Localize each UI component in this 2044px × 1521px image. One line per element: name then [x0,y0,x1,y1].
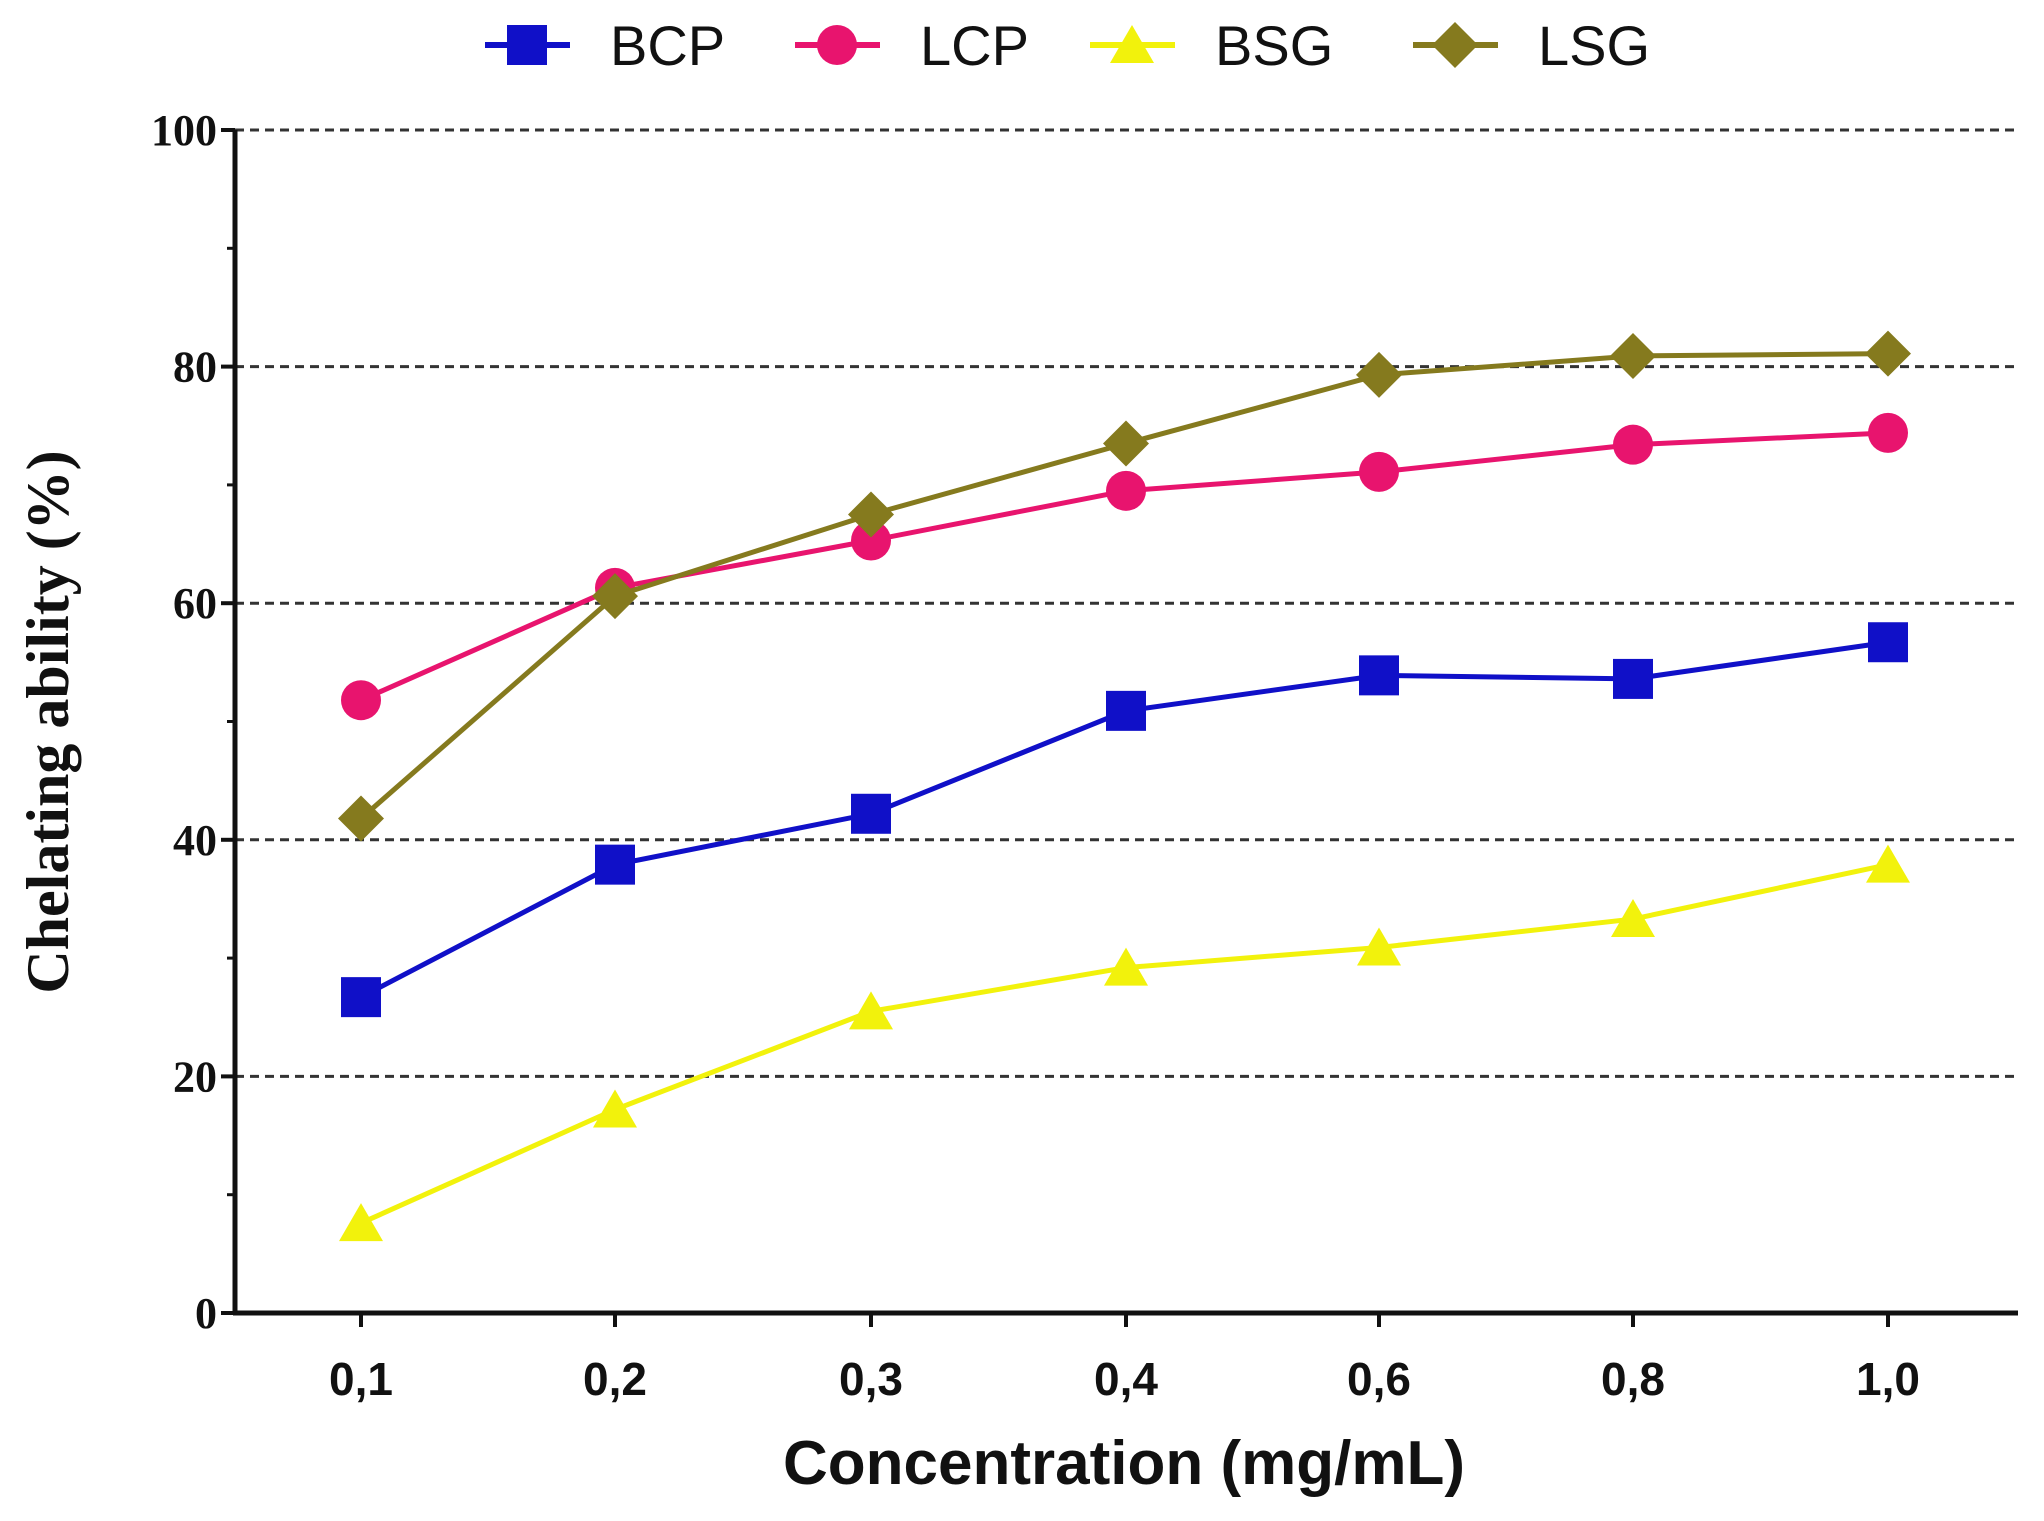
marker-triangle [1611,899,1655,938]
marker-triangle [1357,927,1401,966]
marker-triangle [1110,25,1154,63]
marker-triangle [1866,844,1910,883]
marker-diamond [338,795,384,842]
legend-label: LSG [1538,14,1650,77]
legend-label: BCP [610,14,725,77]
legend-item-lcp: LCP [795,14,1029,77]
series-bcp [341,622,1908,1018]
x-tick-label: 0,6 [1347,1353,1411,1405]
legend-item-bsg: BSG [1090,14,1333,77]
x-axis-label: Concentration (mg/mL) [783,1429,1465,1498]
axes: 0 20 40 60 80 100 0,1 0,2 0,3 0,4 0,6 0,8 1,0 [151,106,2018,1405]
legend-item-bcp: BCP [485,14,725,77]
marker-circle [1868,412,1908,453]
x-tick-label: 0,1 [329,1353,393,1405]
marker-triangle [849,991,893,1030]
y-tick-label: 40 [173,816,217,865]
marker-square [1613,658,1653,699]
legend-label: BSG [1215,14,1333,77]
marker-circle [1359,451,1399,492]
marker-triangle [339,1203,383,1242]
marker-triangle [593,1089,637,1128]
marker-diamond [848,491,894,538]
y-tick-label: 20 [173,1052,217,1101]
marker-square [851,793,891,834]
series-lsg [338,330,1911,842]
marker-diamond [1356,351,1402,398]
x-tick-label: 0,2 [583,1353,647,1405]
y-tick-label: 60 [173,579,217,628]
series-line [359,862,1889,1226]
marker-circle [851,520,891,561]
series-bsg [339,844,1910,1242]
marker-square [595,844,635,885]
marker-diamond [1865,330,1911,377]
x-tick-label: 0,8 [1601,1353,1665,1405]
y-tick-label: 100 [151,106,217,155]
marker-square [341,977,381,1018]
marker-square [507,25,547,65]
marker-circle [1613,424,1653,465]
legend: BCP LCP BSG LSG [485,14,1650,77]
y-axis-label: Chelating ability (%) [15,450,81,993]
legend-label: LCP [920,14,1029,77]
x-tick-label: 0,3 [839,1353,903,1405]
series-group [338,330,1911,1242]
y-tick-label: 0 [195,1289,217,1338]
marker-circle [341,680,381,721]
marker-square [1868,622,1908,663]
marker-triangle [1104,947,1148,986]
marker-diamond [592,573,638,620]
gridlines [235,128,2018,1078]
marker-circle [817,25,857,65]
marker-diamond [1103,420,1149,467]
marker-square [1106,690,1146,731]
x-tick-label: 0,4 [1094,1353,1158,1405]
marker-square [1359,655,1399,696]
x-tick-label: 1,0 [1856,1353,1920,1405]
marker-diamond [1610,332,1656,379]
legend-item-lsg: LSG [1413,14,1650,77]
marker-circle [1106,470,1146,511]
y-tick-label: 80 [173,343,217,392]
marker-diamond [1432,22,1478,68]
